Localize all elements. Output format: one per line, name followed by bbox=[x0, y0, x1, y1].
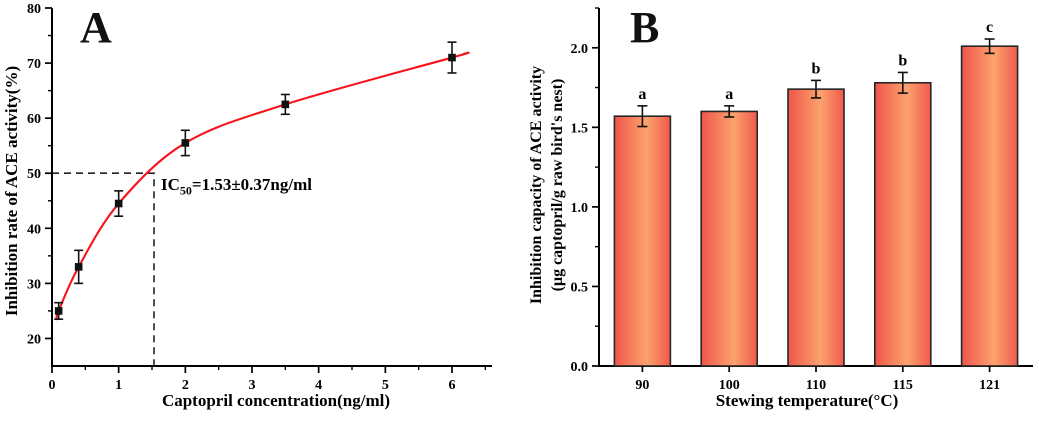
panel-b-x-tick-label: 115 bbox=[893, 378, 913, 393]
panel-b-x-tick-label: 121 bbox=[979, 378, 1000, 393]
data-point-marker bbox=[114, 199, 123, 208]
panel-a-y-tick-label: 60 bbox=[27, 112, 41, 127]
panel-b-letter: B bbox=[630, 3, 660, 52]
panel-a-y-tick-label: 20 bbox=[27, 332, 41, 347]
bar-100 bbox=[700, 110, 758, 367]
ic50-annotation-subscript: 50 bbox=[179, 183, 192, 198]
bar-121 bbox=[960, 45, 1019, 367]
data-point-marker bbox=[448, 53, 456, 62]
panel-b-y-tick-label: 2.0 bbox=[571, 42, 589, 57]
bar-90 bbox=[613, 115, 672, 367]
ic50-annotation-prefix: IC bbox=[161, 175, 180, 194]
panel-a-x-tick-label: 5 bbox=[382, 378, 389, 393]
significance-letter: b bbox=[898, 52, 907, 69]
panel-b-plot: 0.0 0.5 1.0 1.5 2.0 a 90 a 100 b 110 b 115 c 121 bbox=[571, 7, 1033, 393]
significance-letter: a bbox=[638, 86, 646, 103]
ic50-annotation-value: =1.53±0.37ng/ml bbox=[191, 175, 312, 194]
data-point-marker bbox=[281, 100, 290, 109]
bar-115 bbox=[873, 81, 932, 367]
significance-letter: b bbox=[812, 60, 821, 77]
panel-b-y-axis-title-line2: (μg captopril/g raw bird's nest) bbox=[549, 78, 566, 292]
panel-b-y-tick-label: 1.5 bbox=[571, 121, 589, 136]
fit-curve bbox=[55, 51, 470, 321]
ic50-guide-lines bbox=[52, 172, 155, 366]
panel-b-y-tick-label: 1.0 bbox=[571, 201, 589, 216]
panel-a-y-tick-label: 30 bbox=[27, 277, 41, 292]
panel-a-x-tick-label: 6 bbox=[449, 378, 456, 393]
data-point-marker bbox=[74, 263, 83, 271]
panel-a-letter: A bbox=[80, 3, 112, 52]
panel-a-x-tick-label: 1 bbox=[115, 378, 122, 393]
panel-b-y-tick-label: 0.0 bbox=[571, 360, 589, 375]
panel-b-x-axis-title: Stewing temperature(°C) bbox=[715, 391, 899, 410]
panel-a-x-axis-title: Captopril concentration(ng/ml) bbox=[161, 391, 391, 410]
panel-b-y-tick-label: 0.5 bbox=[571, 280, 589, 295]
ic50-annotation: IC50=1.53±0.37ng/ml bbox=[161, 175, 312, 198]
panel-a-y-tick-label: 70 bbox=[27, 57, 41, 72]
bar-110 bbox=[787, 88, 845, 367]
significance-letter: c bbox=[986, 19, 993, 36]
panel-a-y-tick-label: 40 bbox=[27, 222, 41, 237]
panel-a-y-axis-title: Inhibition rate of ACE activity(%) bbox=[2, 65, 21, 317]
panel-a-y-tick-label: 80 bbox=[27, 2, 41, 17]
panel-b-x-tick-label: 110 bbox=[806, 378, 826, 393]
panel-a-x-tick-label: 0 bbox=[49, 378, 56, 393]
panel-a-y-tick-label: 50 bbox=[27, 167, 41, 182]
panel-a-x-tick-label: 2 bbox=[182, 378, 189, 393]
panel-a-x-tick-label: 3 bbox=[249, 378, 256, 393]
panel-a-x-tick-label: 4 bbox=[315, 378, 322, 393]
panel-b-x-tick-label: 100 bbox=[719, 378, 740, 393]
data-point-marker bbox=[54, 307, 63, 315]
panel-b-y-axis-title-line1: Inhibition capacity of ACE activity bbox=[528, 65, 545, 305]
significance-letter: a bbox=[725, 86, 733, 103]
data-point-marker bbox=[181, 139, 190, 147]
panel-b-y-axis-title: Inhibition capacity of ACE activity (μg … bbox=[526, 5, 568, 365]
panel-a-plot: 0 1 2 3 4 5 6 20 30 40 50 60 70 80 bbox=[27, 2, 492, 393]
panel-b-x-tick-label: 90 bbox=[635, 378, 649, 393]
